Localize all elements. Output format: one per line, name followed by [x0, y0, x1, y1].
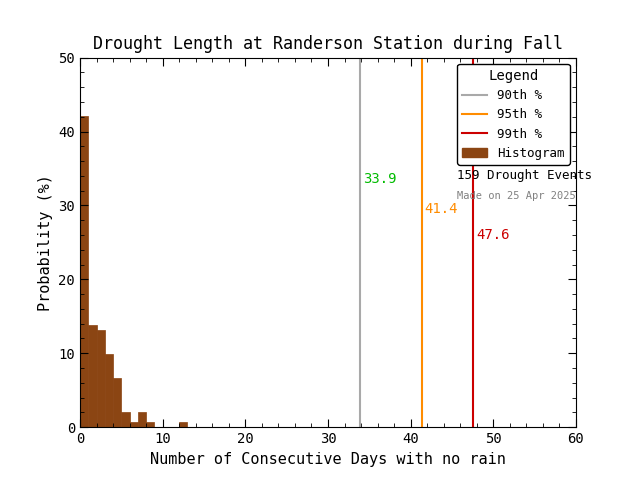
X-axis label: Number of Consecutive Days with no rain: Number of Consecutive Days with no rain [150, 452, 506, 467]
Bar [113, 378, 122, 427]
Text: 47.6: 47.6 [476, 228, 509, 242]
Y-axis label: Probability (%): Probability (%) [38, 174, 53, 311]
Bar [138, 412, 146, 427]
Bar [179, 422, 188, 427]
Bar [88, 325, 97, 427]
Text: 33.9: 33.9 [363, 172, 396, 186]
Title: Drought Length at Randerson Station during Fall: Drought Length at Randerson Station duri… [93, 35, 563, 53]
Bar [105, 354, 113, 427]
Text: Made on 25 Apr 2025: Made on 25 Apr 2025 [457, 191, 576, 201]
Text: 159 Drought Events: 159 Drought Events [457, 168, 592, 181]
Bar [146, 422, 154, 427]
Text: 41.4: 41.4 [425, 202, 458, 216]
Bar [97, 330, 105, 427]
Legend: 90th %, 95th %, 99th %, Histogram: 90th %, 95th %, 99th %, Histogram [457, 64, 570, 165]
Bar [129, 422, 138, 427]
Bar [80, 116, 88, 427]
Bar [122, 412, 129, 427]
